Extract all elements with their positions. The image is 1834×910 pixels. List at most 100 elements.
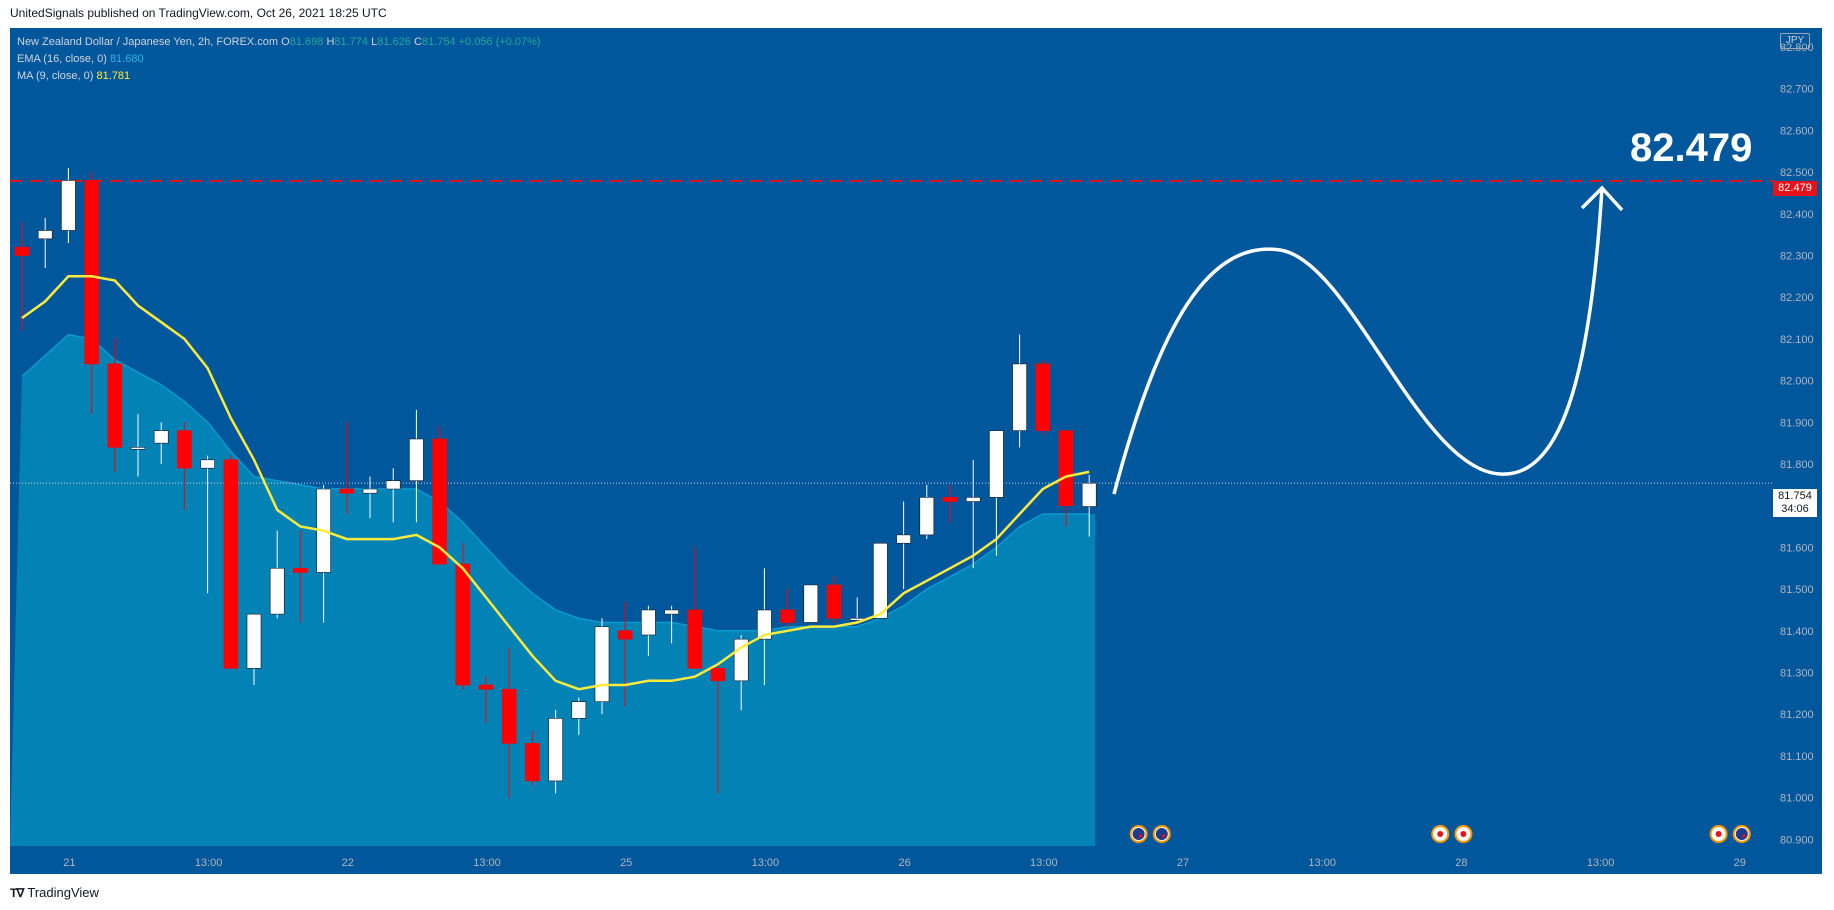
nz-flag-fill: [1155, 828, 1168, 840]
price-tick-label: 81.800: [1780, 459, 1814, 471]
time-tick-label: 27: [1177, 857, 1189, 869]
candle-body: [385, 480, 401, 490]
brand-name: TradingView: [27, 885, 99, 900]
price-tick-label: 81.600: [1780, 542, 1814, 554]
time-tick-label: 28: [1455, 857, 1467, 869]
candle-body: [1081, 482, 1097, 507]
candle-body: [710, 668, 726, 682]
economic-events[interactable]: [1129, 825, 1751, 843]
time-tick-label: 13:00: [1308, 857, 1336, 869]
candle-body: [1035, 363, 1051, 431]
candle-body: [14, 246, 30, 256]
candle-body: [432, 438, 447, 565]
time-tick-label: 13:00: [752, 857, 780, 869]
candle-body: [571, 701, 587, 719]
candles: [14, 167, 1097, 798]
time-tick-label: 13:00: [195, 857, 223, 869]
ema-line: [21, 333, 1090, 632]
candle-body: [989, 430, 1004, 498]
last-price-label: 81.754 34:06: [1773, 489, 1817, 517]
candle-body: [293, 567, 308, 573]
candle-body: [501, 688, 517, 744]
candle-body: [339, 488, 355, 494]
high-label: H: [326, 36, 335, 48]
nz-flag-star: [1139, 834, 1143, 838]
candle-body: [919, 497, 935, 536]
jp-flag-dot: [1460, 831, 1467, 837]
price-tick-label: 80.900: [1780, 834, 1814, 846]
candle-body: [1058, 430, 1074, 507]
ma-label: MA (9, close, 0): [17, 70, 94, 82]
candle-body: [803, 584, 819, 623]
candle-body: [177, 430, 192, 469]
jp-flag-dot: [1437, 831, 1444, 837]
open-label: O: [281, 36, 290, 48]
candle-body: [200, 459, 215, 469]
price-tick-label: 81.200: [1780, 709, 1814, 721]
target-price-text: 82.479: [1630, 126, 1753, 170]
time-tick-label: 21: [63, 857, 75, 869]
candle-body: [478, 684, 494, 690]
last-price-value: 81.754: [1778, 490, 1812, 502]
ema-label: EMA (16, close, 0): [17, 53, 107, 65]
candle-body: [664, 609, 679, 615]
low-value: 81.626: [377, 36, 411, 48]
price-tick-label: 81.000: [1780, 793, 1814, 805]
candle-body: [84, 180, 99, 365]
symbol-name: New Zealand Dollar / Japanese Yen, 2h, F…: [17, 36, 279, 48]
candle-body: [548, 718, 563, 782]
candle-body: [780, 609, 795, 623]
candle-body: [965, 497, 981, 502]
ema-area-fill: [10, 334, 1096, 846]
candle-body: [130, 447, 146, 450]
currency-badge[interactable]: JPY: [1780, 33, 1810, 49]
footer-brand[interactable]: T∇ TradingView: [10, 885, 99, 900]
price-axis-background: [1773, 28, 1822, 874]
change-value: +0.056 (+0.07%): [458, 36, 541, 48]
candle-body: [896, 534, 911, 544]
time-tick-label: 26: [898, 857, 910, 869]
nz-flag-star: [1162, 834, 1166, 838]
price-tick-label: 82.600: [1780, 125, 1814, 137]
price-tick-label: 81.500: [1780, 584, 1814, 596]
time-tick-label: 13:00: [473, 857, 501, 869]
close-value: 81.754: [421, 36, 456, 48]
candle-body: [107, 363, 123, 448]
symbol-row: New Zealand Dollar / Japanese Yen, 2h, F…: [17, 34, 541, 51]
candle-body: [37, 230, 53, 240]
price-tick-label: 82.100: [1780, 334, 1814, 346]
candle-body: [757, 609, 772, 640]
price-tick-label: 81.100: [1780, 751, 1814, 763]
candle-body: [687, 609, 703, 669]
ema-area: [10, 333, 1096, 846]
ma-row[interactable]: MA (9, close, 0) 81.781: [17, 68, 541, 85]
publish-header: UnitedSignals published on TradingView.c…: [10, 6, 387, 20]
candle-body: [826, 584, 842, 619]
forecast-curve: [1112, 187, 1604, 495]
nz-flag-star: [1742, 834, 1746, 838]
candle-body: [641, 609, 656, 636]
price-axis: 80.900 81.000 81.100 81.200 81.300 81.400 81.5…: [1780, 42, 1814, 846]
candle-body: [1012, 363, 1027, 431]
high-value: 81.774: [334, 36, 369, 48]
price-tick-label: 82.200: [1780, 292, 1814, 304]
candle-body: [409, 438, 424, 481]
candle-body: [223, 459, 239, 669]
nz-flag-fill: [1132, 828, 1145, 840]
jp-flag-dot: [1715, 831, 1722, 837]
nz-flag-fill: [1735, 828, 1748, 840]
time-tick-label: 22: [342, 857, 354, 869]
ema-row[interactable]: EMA (16, close, 0) 81.680: [17, 51, 541, 68]
candle-body: [269, 567, 285, 615]
price-tick-label: 82.400: [1780, 209, 1814, 221]
open-value: 81.698: [289, 36, 324, 48]
tradingview-logo-icon: T∇: [10, 885, 24, 900]
candle-body: [873, 542, 888, 619]
close-label: C: [413, 36, 422, 48]
time-axis: 21 13:00 22 13:00 25 13:00 26 13:00 27 13:00 28 13:…: [63, 857, 1746, 869]
forecast-arrow-icon: [1580, 185, 1624, 212]
price-tick-label: 82.300: [1780, 251, 1814, 263]
price-tick-label: 81.400: [1780, 626, 1814, 638]
candle-body: [362, 488, 378, 494]
